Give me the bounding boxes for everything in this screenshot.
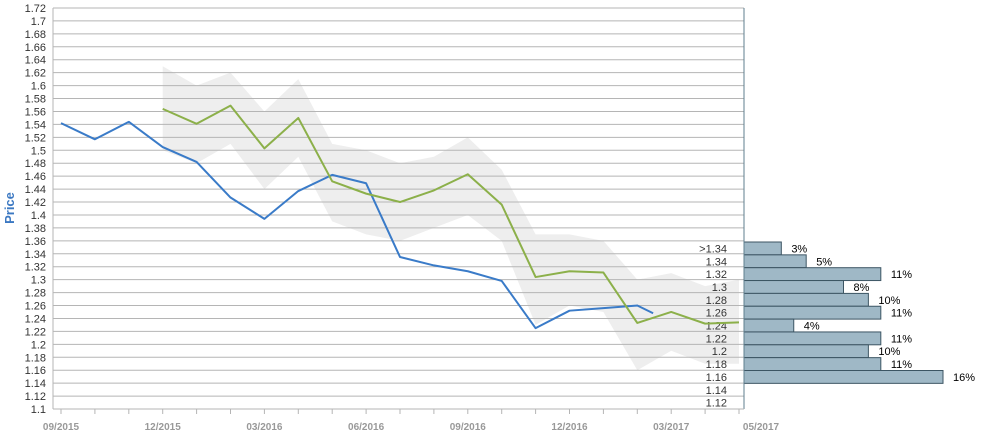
y-tick-label: 1.42: [25, 197, 46, 209]
distribution-bin-label: 1.22: [706, 333, 727, 345]
distribution-bar: [743, 318, 795, 333]
x-tick-label: 12/2015: [145, 422, 182, 433]
y-tick-label: 1.4: [31, 210, 46, 222]
y-tick-label: 1.2: [31, 339, 46, 351]
y-tick-label: 1.34: [25, 249, 46, 261]
y-tick-label: 1.46: [25, 171, 46, 183]
y-tick-label: 1.1: [31, 404, 46, 416]
y-tick-label: 1.16: [25, 365, 46, 377]
y-tick-label: 1.18: [25, 352, 46, 364]
y-tick-label: 1.72: [25, 3, 46, 15]
distribution-percent-label: 11%: [891, 333, 912, 345]
distribution-bar: [743, 331, 882, 346]
y-tick-label: 1.36: [25, 236, 46, 248]
y-tick-label: 1.44: [25, 184, 46, 196]
x-tick-label: 09/2015: [43, 422, 80, 433]
y-tick-label: 1.62: [25, 68, 46, 80]
forecast-band-layer: [162, 66, 739, 371]
distribution-bar: [743, 344, 869, 359]
y-tick-label: 1.58: [25, 94, 46, 106]
distribution-bin-label: >1.34: [699, 243, 727, 255]
distribution-bin-label: 1.18: [706, 359, 727, 371]
y-tick-label: 1.26: [25, 301, 46, 313]
y-tick-label: 1.6: [31, 81, 46, 93]
y-tick-label: 1.64: [25, 55, 46, 67]
series-lines: [60, 104, 740, 330]
y-tick-label: 1.68: [25, 29, 46, 41]
distribution-percent-label: 4%: [804, 321, 820, 333]
x-tick-label: 06/2016: [348, 422, 385, 433]
distribution-percent-label: 3%: [791, 243, 807, 255]
distribution-bar: [743, 370, 944, 384]
y-tick-label: 1.28: [25, 288, 46, 300]
y-tick-label: 1.66: [25, 42, 46, 54]
x-tick-label: 03/2016: [246, 422, 283, 433]
distribution-bar: [743, 292, 869, 307]
y-tick-label: 1.22: [25, 326, 46, 338]
y-tick-label: 1.32: [25, 262, 46, 274]
distribution-percent-label: 5%: [816, 256, 832, 268]
distribution-bin-label: 1.16: [706, 372, 727, 384]
distribution-percent-label: 10%: [878, 295, 900, 307]
y-tick-label: 1.7: [31, 16, 46, 28]
y-tick-label: 1.48: [25, 158, 46, 170]
distribution-bar: [743, 254, 807, 269]
y-tick-label: 1.56: [25, 106, 46, 118]
x-tick-label: 09/2016: [450, 422, 487, 433]
distribution-percent-label: 10%: [878, 346, 900, 358]
distribution-bin-label: 1.12: [706, 398, 727, 410]
y-tick-label: 1.5: [31, 145, 46, 157]
distribution-bin-label: 1.28: [706, 295, 727, 307]
distribution-bar: [743, 305, 882, 320]
distribution-bar: [743, 267, 882, 282]
distribution-bar: [743, 280, 844, 294]
distribution-bin-label: 1.34: [706, 256, 727, 268]
y-tick-label: 1.52: [25, 132, 46, 144]
y-tick-label: 1.24: [25, 313, 46, 325]
distribution-percent-label: 16%: [953, 372, 975, 384]
distribution-bin-label: 1.14: [706, 385, 727, 397]
distribution-bin-label: 1.26: [706, 308, 727, 320]
distribution-bar: [743, 357, 882, 371]
x-tick-label: 05/2017: [743, 422, 780, 433]
x-tick-label: 03/2017: [653, 422, 690, 433]
y-tick-label: 1.38: [25, 223, 46, 235]
y-axis-label: Price: [2, 192, 17, 224]
axes: 1.11.121.141.161.181.21.221.241.261.281.…: [25, 3, 780, 433]
y-tick-label: 1.14: [25, 378, 46, 390]
distribution-percent-label: 8%: [854, 282, 870, 294]
forecast-band: [162, 66, 739, 371]
distribution-bin-label: 1.2: [712, 346, 727, 358]
y-tick-label: 1.12: [25, 391, 46, 403]
distribution-percent-label: 11%: [891, 269, 912, 281]
historical-price-line: [60, 120, 654, 330]
distribution-percent-label: 11%: [891, 308, 912, 320]
y-tick-label: 1.54: [25, 119, 46, 131]
distribution-bin-label: 1.3: [712, 282, 727, 294]
distribution-bin-label: 1.32: [706, 269, 727, 281]
distribution-bar: [743, 241, 782, 256]
distribution-percent-label: 11%: [891, 359, 912, 371]
y-tick-label: 1.3: [31, 275, 46, 287]
x-tick-label: 12/2016: [551, 422, 588, 433]
forecast-price-line: [162, 104, 740, 325]
